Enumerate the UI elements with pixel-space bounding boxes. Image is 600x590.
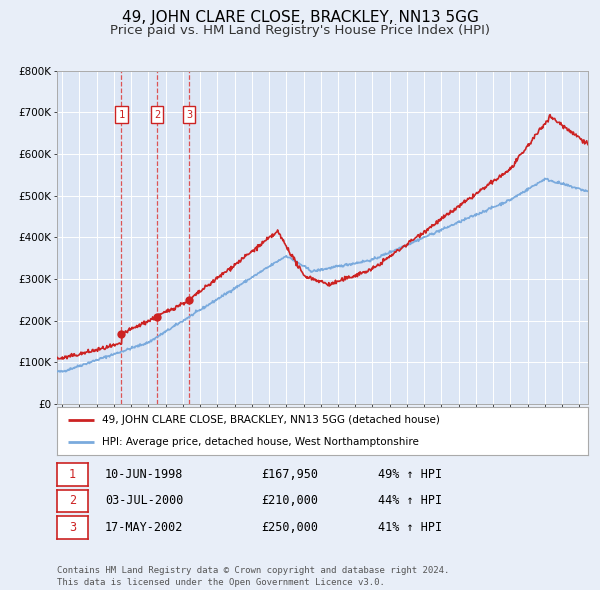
Text: 17-MAY-2002: 17-MAY-2002 (105, 521, 184, 534)
Text: £250,000: £250,000 (261, 521, 318, 534)
Text: 49% ↑ HPI: 49% ↑ HPI (378, 468, 442, 481)
Text: HPI: Average price, detached house, West Northamptonshire: HPI: Average price, detached house, West… (102, 437, 419, 447)
Text: 10-JUN-1998: 10-JUN-1998 (105, 468, 184, 481)
Text: 3: 3 (186, 110, 193, 120)
Text: 1: 1 (69, 468, 76, 481)
Text: 1: 1 (118, 110, 125, 120)
Text: £167,950: £167,950 (261, 468, 318, 481)
Text: 03-JUL-2000: 03-JUL-2000 (105, 494, 184, 507)
Text: 3: 3 (69, 521, 76, 534)
Text: 41% ↑ HPI: 41% ↑ HPI (378, 521, 442, 534)
Text: £210,000: £210,000 (261, 494, 318, 507)
Text: 2: 2 (69, 494, 76, 507)
Text: Contains HM Land Registry data © Crown copyright and database right 2024.
This d: Contains HM Land Registry data © Crown c… (57, 566, 449, 587)
Text: Price paid vs. HM Land Registry's House Price Index (HPI): Price paid vs. HM Land Registry's House … (110, 24, 490, 37)
Text: 49, JOHN CLARE CLOSE, BRACKLEY, NN13 5GG: 49, JOHN CLARE CLOSE, BRACKLEY, NN13 5GG (122, 10, 478, 25)
Text: 44% ↑ HPI: 44% ↑ HPI (378, 494, 442, 507)
Text: 49, JOHN CLARE CLOSE, BRACKLEY, NN13 5GG (detached house): 49, JOHN CLARE CLOSE, BRACKLEY, NN13 5GG… (102, 415, 440, 425)
Text: 2: 2 (154, 110, 160, 120)
